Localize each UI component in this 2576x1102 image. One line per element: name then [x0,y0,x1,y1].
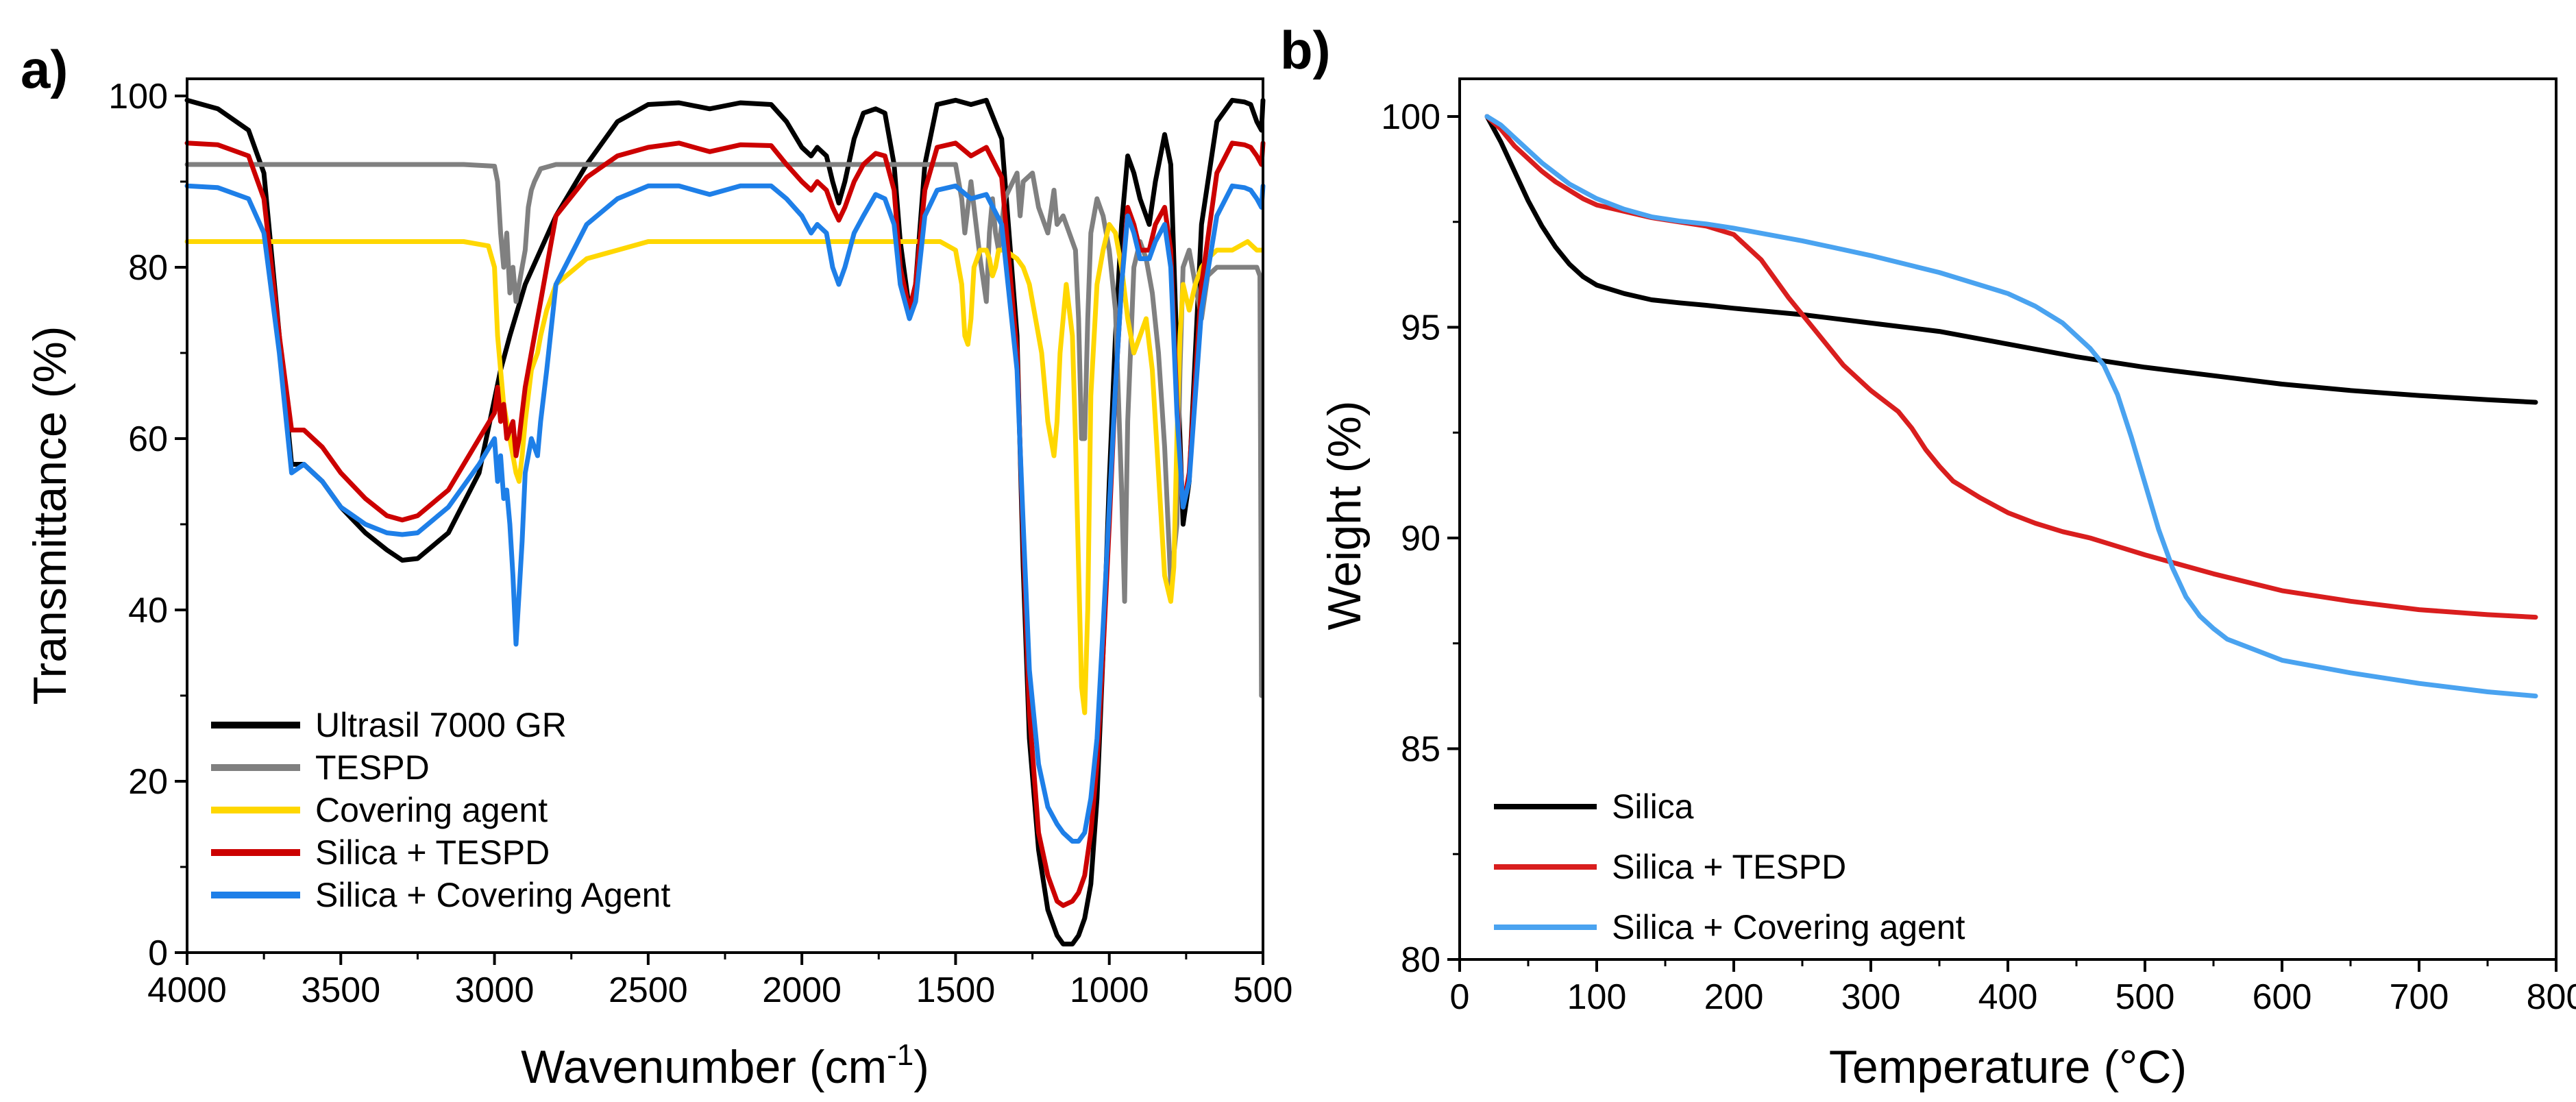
b-y-tick-label-0: 80 [1401,940,1440,980]
b-series-line-0 [1484,114,2538,405]
a-series-line-1 [184,162,1264,698]
a-legend-label-0: Ultrasil 7000 GR [315,706,567,744]
a-x-tick-label-1: 3500 [301,970,380,1010]
b-x-tick-label-6: 600 [2253,977,2312,1017]
panel-b-x-axis-title: Temperature (°C) [1829,1041,2187,1093]
panel-b-x-ticks: 0 100 200 300 400 500 600 700 800 [1450,959,2576,1017]
b-y-tick-label-2: 90 [1401,519,1440,559]
panel-a-y-ticks: 0 20 40 60 80 100 [108,77,187,973]
panel-b-label: b) [1280,20,1331,80]
b-y-tick-label-3: 95 [1401,308,1440,348]
b-x-tick-label-8: 800 [2527,977,2576,1017]
panel-b-legend: Silica Silica + TESPD Silica + Covering ag… [1494,787,1965,946]
b-x-tick-label-3: 300 [1841,977,1901,1017]
panel-a: a) 4000 3500 3000 2500 2000 1500 1000 500 0 20 40… [21,39,1292,1093]
a-legend-label-3: Silica + TESPD [315,833,550,872]
a-y-tick-label-5: 100 [108,77,168,117]
a-x-tick-label-0: 4000 [147,970,227,1010]
a-x-tick-label-4: 2000 [762,970,842,1010]
b-x-tick-label-5: 500 [2115,977,2175,1017]
b-y-tick-label-1: 85 [1401,730,1440,770]
b-legend-label-0: Silica [1612,787,1694,826]
a-y-tick-label-0: 0 [148,933,168,973]
panel-a-legend: Ultrasil 7000 GR TESPD Covering agent Silic… [211,706,670,914]
b-x-tick-label-0: 0 [1450,977,1470,1017]
panel-a-x-ticks: 4000 3500 3000 2500 2000 1500 1000 500 [147,953,1292,1010]
a-legend-label-4: Silica + Covering Agent [315,876,670,914]
b-x-tick-label-1: 100 [1567,977,1627,1017]
panel-a-label: a) [21,39,68,99]
b-x-tick-label-4: 400 [1978,977,2038,1017]
b-x-tick-label-2: 200 [1704,977,1764,1017]
a-y-tick-label-2: 40 [128,591,168,630]
panel-b-series-group [1484,114,2538,699]
a-y-tick-label-3: 60 [128,419,168,459]
a-x-tick-label-3: 2500 [609,970,688,1010]
b-series-line-1 [1484,114,2538,620]
b-series-line-2 [1484,114,2538,699]
a-series-line-4 [184,183,1266,844]
panel-a-x-axis-title: Wavenumber (cm-1) [521,1038,929,1093]
b-legend-label-1: Silica + TESPD [1612,848,1846,886]
b-legend-label-2: Silica + Covering agent [1612,908,1965,946]
panel-a-y-axis-title: Transmittance (%) [24,326,76,705]
panel-a-x-axis-title-end: ) [913,1041,929,1093]
panel-a-series-group [184,97,1266,946]
panel-b: b) 0 100 200 300 400 500 600 700 800 80 85 90 95 100… [1280,20,2576,1093]
panel-b-y-axis-title: Weight (%) [1318,400,1371,630]
a-y-tick-label-4: 80 [128,248,168,288]
b-x-tick-label-7: 700 [2390,977,2449,1017]
a-series-line-2 [184,222,1264,715]
a-legend-label-1: TESPD [315,748,430,787]
b-y-tick-label-4: 100 [1381,97,1440,137]
a-y-tick-label-1: 20 [128,762,168,802]
a-legend-label-2: Covering agent [315,791,548,829]
a-x-tick-label-5: 1500 [916,970,996,1010]
a-x-tick-label-6: 1000 [1070,970,1149,1010]
panel-a-x-axis-title-main: Wavenumber (cm [521,1041,887,1093]
panel-a-x-axis-title-sup: -1 [887,1038,913,1072]
a-x-tick-label-7: 500 [1234,970,1293,1010]
a-x-tick-label-2: 3000 [455,970,535,1010]
panel-b-y-ticks: 80 85 90 95 100 [1381,97,1460,980]
